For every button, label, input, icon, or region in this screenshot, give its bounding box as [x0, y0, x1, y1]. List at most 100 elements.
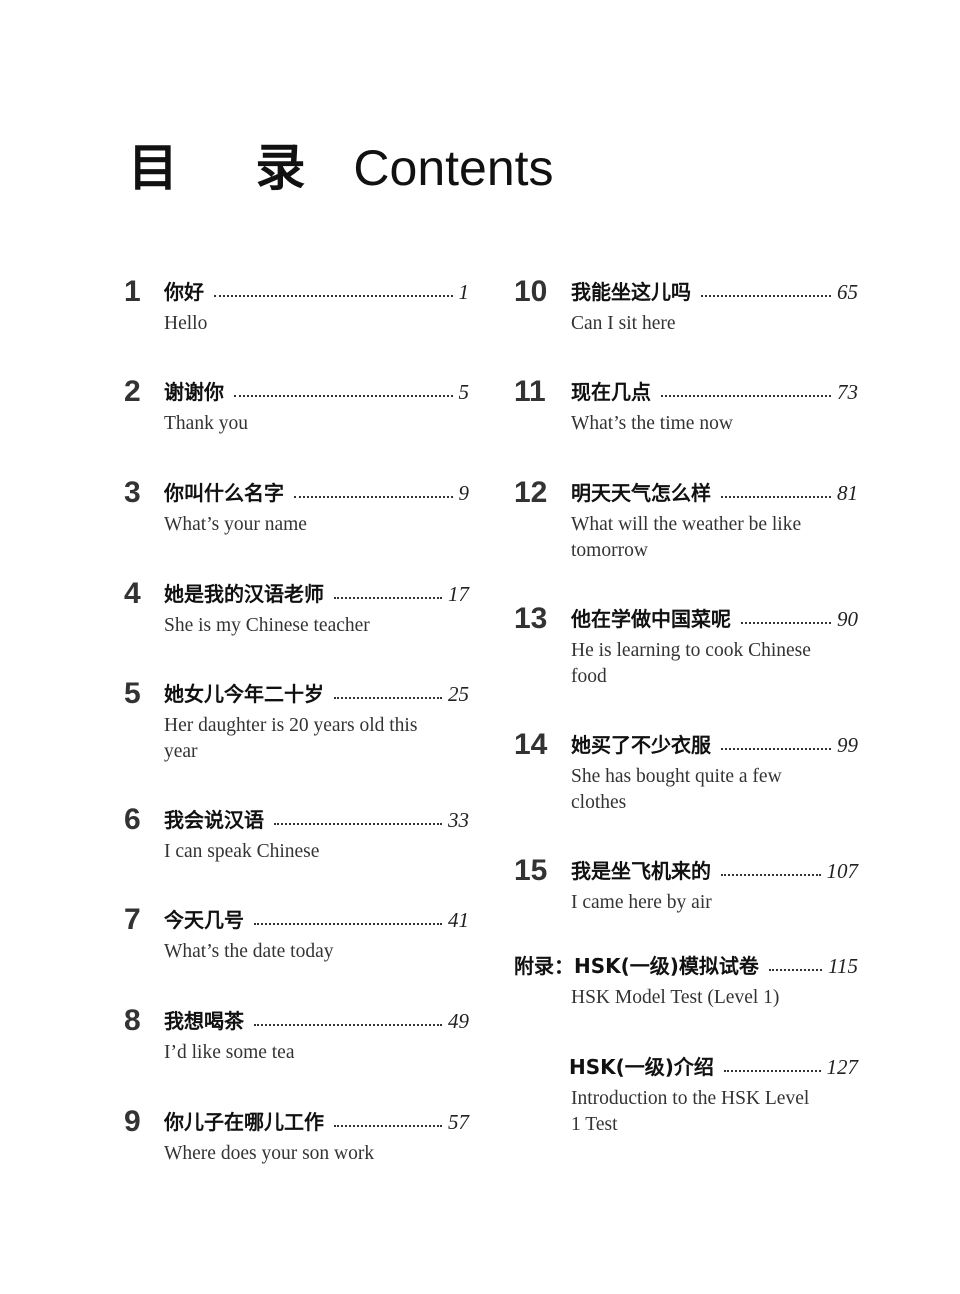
chapter-title-english: I’d like some tea — [164, 1042, 295, 1063]
entry-heading: 明天天气怎么样 81 — [571, 478, 858, 508]
chapter-title-chinese: 她是我的汉语老师 — [164, 582, 324, 606]
entry-heading: 她女儿今年二十岁 25 — [164, 679, 469, 709]
chapter-title-chinese: 她女儿今年二十岁 — [164, 682, 324, 706]
chapter-number: 3 — [124, 476, 141, 509]
chapter-title-chinese: 今天几号 — [164, 908, 244, 932]
dot-leader — [721, 874, 821, 876]
chapter-number: 1 — [124, 275, 141, 308]
page-number: 5 — [458, 380, 470, 404]
entry-heading: 她买了不少衣服 99 — [571, 730, 858, 760]
entry-heading: 我能坐这儿吗 65 — [571, 277, 858, 307]
page-number: 81 — [837, 481, 858, 505]
page-number: 73 — [837, 380, 858, 404]
chapter-title-chinese: 附录：HSK(一级)模拟试卷 — [514, 954, 759, 978]
page-number: 107 — [826, 859, 859, 883]
page-number: 49 — [448, 1009, 469, 1033]
entry-heading: 你儿子在哪儿工作 57 — [164, 1107, 469, 1137]
dot-leader — [721, 748, 831, 750]
dot-leader — [334, 597, 442, 599]
dot-leader — [721, 496, 831, 498]
chapter-number: 10 — [514, 275, 548, 308]
dot-leader — [768, 969, 823, 971]
chapter-title-chinese: 现在几点 — [571, 380, 651, 404]
page-number: 41 — [448, 908, 469, 932]
dot-leader — [214, 295, 453, 297]
chapter-title-chinese: 你儿子在哪儿工作 — [164, 1110, 324, 1134]
page-number: 99 — [837, 733, 858, 757]
page-number: 57 — [448, 1110, 469, 1134]
dot-leader — [294, 496, 453, 498]
chapter-title-english: I came here by air — [571, 892, 712, 913]
chapter-title-english: She has bought quite a few clothes — [571, 766, 782, 813]
entry-heading: HSK(一级)介绍 127 — [569, 1052, 858, 1082]
page-number: 33 — [448, 808, 469, 832]
chapter-number: 13 — [514, 602, 548, 635]
chapter-title-chinese: 明天天气怎么样 — [571, 481, 711, 505]
chapter-title-english: HSK Model Test (Level 1) — [571, 987, 780, 1008]
entry-heading: 我会说汉语 33 — [164, 805, 469, 835]
entry-heading: 你好 1 — [164, 277, 469, 307]
entry-heading: 她是我的汉语老师 17 — [164, 579, 469, 609]
dot-leader — [334, 1125, 442, 1127]
chapter-title-chinese: 我会说汉语 — [164, 808, 264, 832]
chapter-title-english: Her daughter is 20 years old this year — [164, 715, 418, 762]
dot-leader — [701, 295, 831, 297]
entry-heading: 他在学做中国菜呢 90 — [571, 604, 858, 634]
entry-heading: 你叫什么名字 9 — [164, 478, 469, 508]
chapter-title-english: I can speak Chinese — [164, 841, 320, 862]
chapter-title-chinese: 我能坐这儿吗 — [571, 280, 691, 304]
chapter-title-english: Thank you — [164, 413, 248, 434]
page-number: 25 — [448, 682, 469, 706]
chapter-number: 6 — [124, 803, 141, 836]
dot-leader — [723, 1070, 821, 1072]
chapter-title-english: Where does your son work — [164, 1143, 375, 1164]
entry-heading: 我想喝茶 49 — [164, 1006, 469, 1036]
chapter-title-chinese: HSK(一级)介绍 — [569, 1055, 714, 1079]
title-english: Contents — [353, 140, 554, 196]
chapter-number: 11 — [514, 375, 546, 408]
chapter-title-english: What will the weather be like tomorrow — [571, 514, 802, 561]
chapter-number: 12 — [514, 476, 548, 509]
title-chinese: 目 录 — [128, 139, 336, 197]
page-number: 115 — [828, 954, 858, 978]
entry-heading: 现在几点 73 — [571, 377, 858, 407]
dot-leader — [274, 823, 442, 825]
entry-heading: 谢谢你 5 — [164, 377, 469, 407]
chapter-number: 14 — [514, 728, 548, 761]
chapter-title-chinese: 我是坐飞机来的 — [571, 859, 711, 883]
page-number: 17 — [448, 582, 469, 606]
page-number: 65 — [837, 280, 858, 304]
dot-leader — [254, 1024, 442, 1026]
chapter-title-chinese: 我想喝茶 — [164, 1009, 244, 1033]
chapter-title-chinese: 你好 — [164, 280, 204, 304]
dot-leader — [741, 622, 831, 624]
chapter-title-english: What’s your name — [164, 514, 307, 535]
chapter-number: 7 — [124, 903, 141, 936]
dot-leader — [661, 395, 831, 397]
chapter-title-english: Introduction to the HSK Level 1 Test — [571, 1088, 810, 1135]
page-number: 90 — [837, 607, 858, 631]
chapter-number: 5 — [124, 677, 141, 710]
chapter-title-chinese: 谢谢你 — [164, 380, 224, 404]
page-number: 127 — [826, 1055, 859, 1079]
entry-heading: 我是坐飞机来的 107 — [571, 856, 858, 886]
chapter-number: 2 — [124, 375, 141, 408]
dot-leader — [254, 923, 442, 925]
chapter-number: 4 — [124, 577, 141, 610]
chapter-title-chinese: 他在学做中国菜呢 — [571, 607, 731, 631]
chapter-title-chinese: 你叫什么名字 — [164, 481, 284, 505]
chapter-title-english: She is my Chinese teacher — [164, 615, 370, 636]
chapter-title-english: He is learning to cook Chinese food — [571, 640, 811, 687]
chapter-title-english: Can I sit here — [571, 313, 676, 334]
entry-heading: 今天几号 41 — [164, 905, 469, 935]
entry-heading: 附录：HSK(一级)模拟试卷 115 — [514, 951, 858, 981]
dot-leader — [334, 697, 442, 699]
dot-leader — [234, 395, 453, 397]
chapter-number: 9 — [124, 1105, 141, 1138]
chapter-title-chinese: 她买了不少衣服 — [571, 733, 711, 757]
chapter-title-english: Hello — [164, 313, 208, 334]
chapter-title-english: What’s the time now — [571, 413, 733, 434]
page-title: 目 录 Contents — [128, 128, 554, 200]
page-number: 9 — [458, 481, 470, 505]
page-number: 1 — [458, 280, 470, 304]
